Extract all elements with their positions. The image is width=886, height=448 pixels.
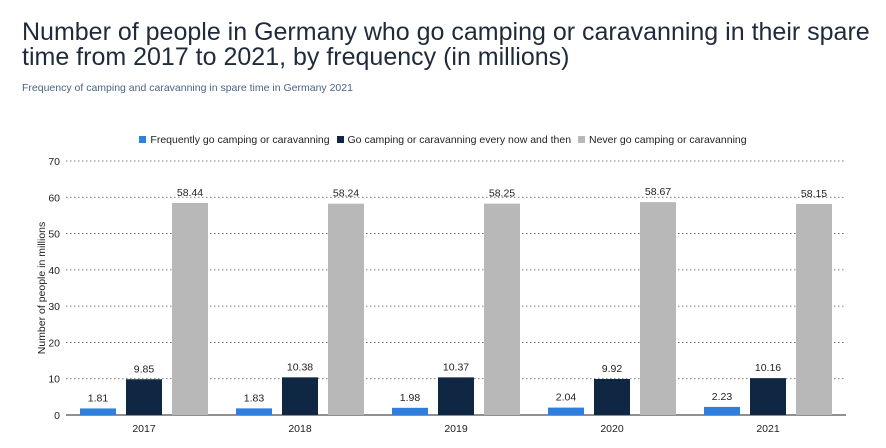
x-tick-label-2018: 2018: [288, 423, 312, 435]
bar-2020-series-1: [594, 379, 630, 415]
data-label-2017-series-0: 1.81: [88, 392, 109, 404]
y-axis-label: Number of people in millions: [36, 222, 48, 354]
y-tick-label-40: 40: [48, 265, 60, 277]
data-label-2017-series-1: 9.85: [134, 363, 155, 375]
legend-item-never[interactable]: Never go camping or caravanning: [578, 134, 747, 146]
legend-swatch-frequently: [139, 136, 147, 143]
bar-2021-series-1: [750, 378, 786, 415]
data-label-2019-series-1: 10.37: [443, 361, 469, 373]
data-label-2021-series-0: 2.23: [712, 391, 733, 403]
legend-item-now-and-then[interactable]: Go camping or caravanning every now and …: [336, 134, 572, 146]
bar-2018-series-2: [328, 203, 364, 415]
bar-2021-series-0: [704, 406, 740, 415]
bar-2018-series-1: [282, 377, 318, 415]
x-tick-label-2017: 2017: [132, 423, 156, 435]
x-tick-label-2019: 2019: [444, 423, 468, 435]
legend-item-frequently[interactable]: Frequently go camping or caravanning: [139, 134, 330, 146]
bar-2019-series-2: [484, 203, 520, 415]
y-tick-label-60: 60: [48, 192, 60, 204]
data-label-2020-series-2: 58.67: [645, 186, 671, 198]
data-label-2020-series-0: 2.04: [556, 392, 577, 404]
legend-label-now-and-then: Go camping or caravanning every now and …: [347, 134, 572, 146]
legend-swatch-now-and-then: [336, 136, 344, 143]
x-tick-label-2020: 2020: [600, 423, 624, 435]
bar-2019-series-1: [438, 377, 474, 415]
bar-2017-series-0: [80, 408, 116, 415]
data-label-2018-series-2: 58.24: [333, 188, 359, 200]
y-tick-label-70: 70: [48, 156, 60, 168]
bar-2017-series-1: [126, 379, 162, 415]
data-label-2017-series-2: 58.44: [177, 187, 203, 199]
data-label-2020-series-1: 9.92: [602, 363, 623, 375]
bar-2017-series-2: [172, 202, 208, 415]
legend-label-never: Never go camping or caravanning: [589, 134, 747, 146]
data-label-2021-series-1: 10.16: [755, 362, 781, 374]
bar-2021-series-2: [796, 203, 832, 415]
x-tick-label-2021: 2021: [756, 423, 780, 435]
chart-title: Number of people in Germany who go campi…: [22, 18, 870, 71]
legend: Frequently go camping or caravanning Go …: [0, 134, 886, 146]
y-tick-label-10: 10: [48, 374, 60, 386]
data-label-2018-series-0: 1.83: [244, 392, 265, 404]
y-tick-label-0: 0: [54, 410, 60, 422]
y-tick-label-20: 20: [48, 337, 60, 349]
y-tick-label-30: 30: [48, 301, 60, 313]
data-label-2019-series-2: 58.25: [489, 188, 515, 200]
chart-subtitle: Frequency of camping and caravanning in …: [22, 82, 353, 94]
bar-2018-series-0: [236, 408, 272, 415]
data-label-2019-series-0: 1.98: [400, 392, 421, 404]
legend-swatch-never: [578, 136, 585, 143]
bar-2020-series-0: [548, 407, 584, 415]
legend-label-frequently: Frequently go camping or caravanning: [150, 134, 330, 146]
bar-2020-series-2: [640, 202, 676, 415]
data-label-2018-series-1: 10.38: [287, 361, 313, 373]
bar-2019-series-0: [392, 407, 428, 415]
data-label-2021-series-2: 58.15: [801, 188, 827, 200]
y-tick-label-50: 50: [48, 229, 60, 241]
